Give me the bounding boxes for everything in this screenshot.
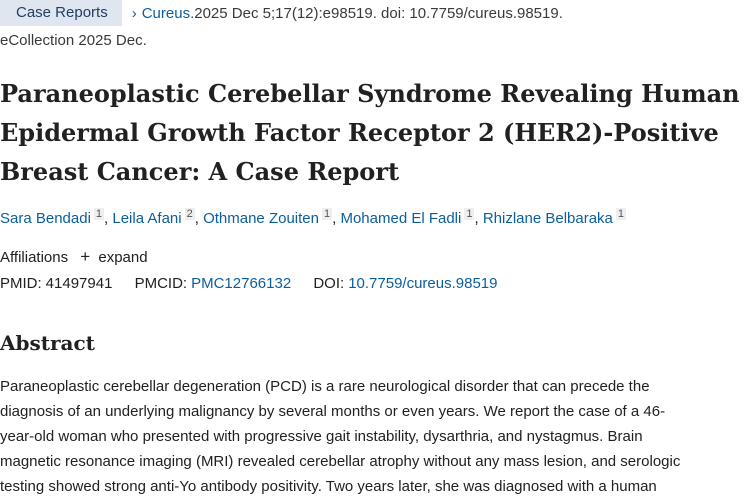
author-list: Sara Bendadi 1, Leila Afani 2, Othmane Zou… — [0, 208, 627, 227]
author-link[interactable]: Mohamed El Fadli — [340, 210, 462, 227]
affiliation-ref[interactable]: 1 — [321, 208, 333, 220]
abstract-line: diagnosis of an underlying malignancy by… — [0, 403, 666, 420]
plus-icon: + — [80, 247, 91, 266]
abstract-line: testing showed strong anti-Yo antibody p… — [0, 478, 657, 495]
author-link[interactable]: Leila Afani — [112, 210, 182, 227]
affiliations-toggle[interactable]: Affiliations + expand — [0, 247, 148, 267]
abstract-heading: Abstract — [0, 331, 95, 355]
affiliation-ref[interactable]: 1 — [464, 208, 475, 220]
author-link[interactable]: Othmane Zouiten — [203, 210, 319, 227]
pmid-label: PMID: — [0, 275, 42, 292]
journal-link[interactable]: Cureus. — [141, 4, 195, 22]
abstract-text: Paraneoplastic cerebellar degeneration (… — [0, 374, 750, 499]
chevron-right-icon: › — [131, 4, 137, 22]
affiliations-label: Affiliations — [0, 249, 69, 266]
ecollection-text: eCollection 2025 Dec. — [0, 32, 147, 49]
expand-label[interactable]: expand — [98, 249, 148, 266]
article-title: Paraneoplastic Cerebellar Syndrome Revea… — [0, 79, 740, 186]
citation-text: 2025 Dec 5;17(12):e98519. doi: 10.7759/c… — [194, 4, 563, 22]
article-type-badge[interactable]: Case Reports — [0, 0, 122, 26]
citation-bar: Case Reports › Cureus. 2025 Dec 5;17(12)… — [0, 0, 563, 26]
identifiers: PMID: 41497941 PMCID: PMC12766132 DOI: 10.7… — [0, 275, 497, 292]
affiliation-ref[interactable]: 1 — [93, 208, 105, 220]
pmid-value: 41497941 — [45, 275, 113, 292]
abstract-line: year-old woman who presented with progre… — [0, 428, 643, 445]
pmcid-link[interactable]: PMC12766132 — [191, 275, 292, 292]
affiliation-ref[interactable]: 1 — [615, 208, 627, 220]
abstract-line: magnetic resonance imaging (MRI) reveale… — [0, 453, 681, 470]
affiliation-ref[interactable]: 2 — [184, 208, 195, 220]
abstract-line: Paraneoplastic cerebellar degeneration (… — [0, 378, 650, 395]
pmcid-label: PMCID: — [134, 275, 188, 292]
author-link[interactable]: Rhizlane Belbaraka — [482, 210, 613, 227]
doi-label: DOI: — [313, 275, 345, 292]
author-link[interactable]: Sara Bendadi — [0, 210, 91, 227]
doi-link[interactable]: 10.7759/cureus.98519 — [348, 275, 498, 292]
